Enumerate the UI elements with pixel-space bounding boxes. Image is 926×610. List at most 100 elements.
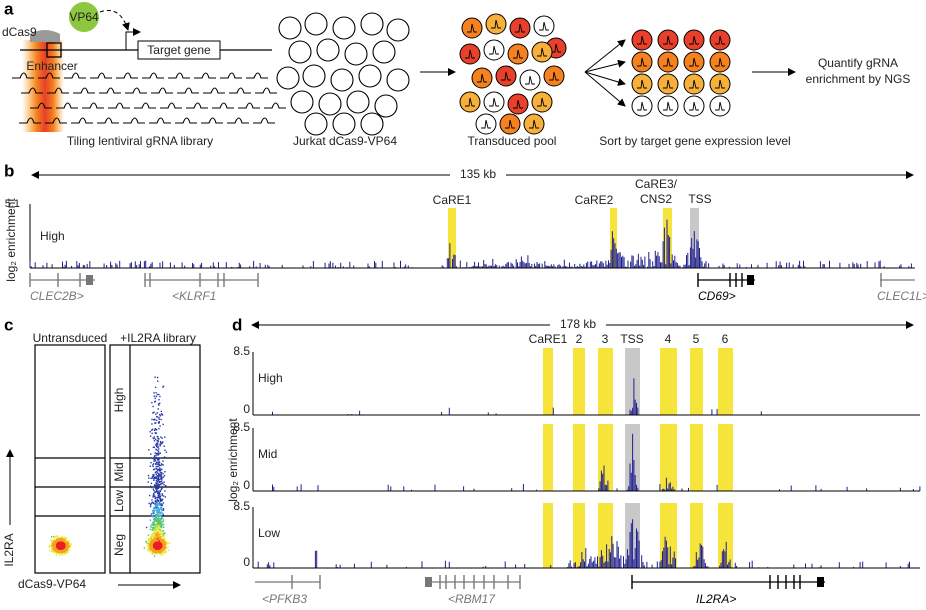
event xyxy=(162,464,164,466)
event xyxy=(161,523,163,525)
event xyxy=(157,514,159,516)
event xyxy=(156,445,158,447)
cell xyxy=(533,15,555,37)
event xyxy=(155,471,157,473)
event xyxy=(51,544,54,546)
event xyxy=(160,477,162,480)
region-highlight xyxy=(610,208,617,268)
event xyxy=(164,436,166,438)
event xyxy=(152,521,154,523)
axis-label: IL2RA xyxy=(2,533,16,566)
event xyxy=(162,533,164,535)
event xyxy=(53,535,55,538)
grna-glyph xyxy=(529,119,539,129)
event xyxy=(158,496,160,499)
grna-glyph xyxy=(489,45,499,55)
arrow xyxy=(584,71,626,86)
grna-glyph xyxy=(513,49,523,59)
event xyxy=(161,539,163,542)
event xyxy=(52,549,54,552)
event xyxy=(155,523,157,526)
event xyxy=(157,439,159,442)
event xyxy=(153,489,155,492)
grna-glyph xyxy=(465,97,475,107)
event xyxy=(156,537,158,539)
event xyxy=(161,510,163,512)
event xyxy=(160,413,163,415)
cell xyxy=(657,29,679,51)
event xyxy=(158,517,160,519)
enhancer-box xyxy=(46,42,62,58)
event xyxy=(55,554,57,557)
event xyxy=(157,469,159,472)
event xyxy=(155,526,157,528)
event xyxy=(155,530,157,532)
event xyxy=(151,536,153,538)
event xyxy=(153,523,155,525)
event xyxy=(158,523,160,526)
event xyxy=(159,440,162,443)
event xyxy=(159,526,161,528)
event xyxy=(158,536,160,538)
event xyxy=(162,495,165,497)
grna xyxy=(30,102,286,109)
grna-glyph xyxy=(551,43,561,53)
event xyxy=(152,476,154,478)
event xyxy=(166,543,169,545)
event xyxy=(154,496,156,499)
cell xyxy=(683,29,705,51)
event xyxy=(149,539,151,542)
event xyxy=(157,475,159,477)
event xyxy=(158,514,160,516)
y-tick-label: 8.5 xyxy=(233,420,250,434)
scale-bg xyxy=(550,317,606,333)
event xyxy=(154,495,156,497)
event xyxy=(53,536,56,539)
event xyxy=(159,471,162,473)
event xyxy=(154,531,156,533)
arrow xyxy=(584,39,626,73)
event xyxy=(68,549,71,551)
event xyxy=(160,527,163,529)
event xyxy=(158,492,161,495)
event xyxy=(159,497,161,499)
event xyxy=(153,535,155,537)
gene-label: CLEC1L> xyxy=(877,289,926,303)
event xyxy=(160,464,162,467)
grna-glyph xyxy=(663,101,673,111)
event xyxy=(146,545,148,547)
event xyxy=(159,515,162,517)
gene-models xyxy=(29,273,915,287)
cell xyxy=(683,73,705,95)
event xyxy=(155,490,158,493)
event xyxy=(158,448,160,450)
cell xyxy=(330,68,354,92)
event xyxy=(153,476,156,478)
event xyxy=(163,481,165,483)
cell xyxy=(374,94,398,118)
event xyxy=(158,511,161,513)
event xyxy=(156,468,158,470)
cell xyxy=(304,112,328,136)
event xyxy=(159,425,161,427)
event xyxy=(157,484,160,486)
event xyxy=(156,470,158,473)
cell xyxy=(709,51,731,73)
event xyxy=(150,482,153,485)
event xyxy=(164,551,166,553)
grna-glyph xyxy=(663,79,673,89)
event xyxy=(157,452,159,455)
event xyxy=(152,552,155,554)
event xyxy=(49,545,51,547)
event xyxy=(162,502,165,504)
event xyxy=(165,541,168,543)
cell xyxy=(523,113,545,135)
region-label: CaRE1 xyxy=(433,193,472,207)
event xyxy=(158,502,161,504)
event xyxy=(159,533,161,535)
event xyxy=(155,456,157,459)
grna-glyph xyxy=(689,101,699,111)
event xyxy=(156,527,159,529)
cell xyxy=(318,92,342,116)
event xyxy=(165,543,168,545)
